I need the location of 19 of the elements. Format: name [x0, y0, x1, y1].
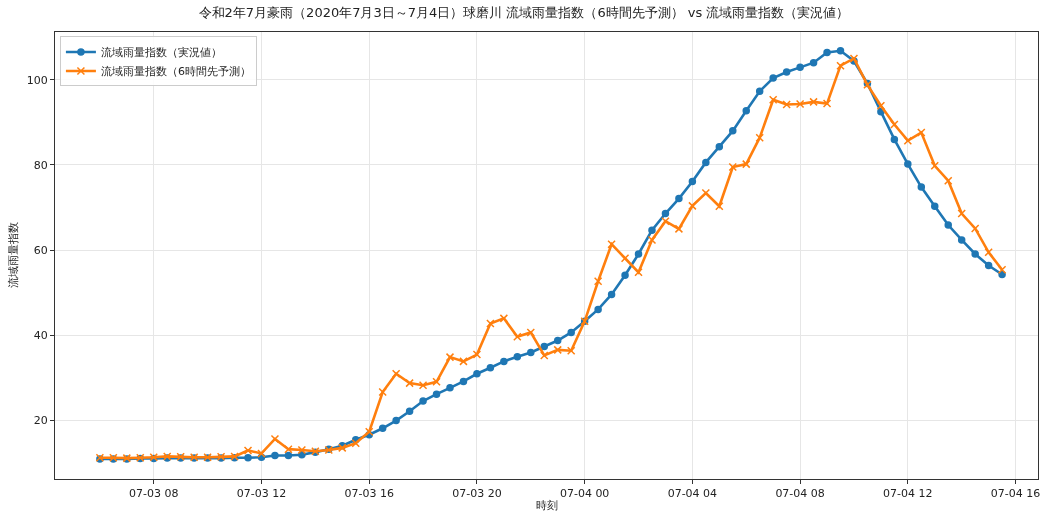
y-tick-label: 20 [33, 414, 48, 428]
x-tick-label: 07-04 16 [990, 487, 1041, 501]
x-axis-title: 時刻 [535, 499, 558, 513]
y-axis-title: 流域雨量指数 [7, 222, 21, 289]
x-tick-label: 07-03 12 [236, 487, 287, 501]
x-tick-label: 07-04 08 [775, 487, 825, 501]
x-tick-label: 07-03 20 [452, 487, 502, 501]
y-tick-label: 40 [33, 329, 48, 343]
x-tick-label: 07-03 08 [129, 487, 179, 501]
y-tick-label: 80 [33, 158, 48, 172]
x-tick-label: 07-04 04 [667, 487, 718, 501]
x-tick-label: 07-03 16 [344, 487, 394, 501]
legend-label: 流域雨量指数（実況値） [100, 46, 222, 60]
y-tick-label: 100 [26, 73, 48, 87]
x-tick-label: 07-04 00 [559, 487, 610, 501]
chart-title: 令和2年7月豪雨（2020年7月3日～7月4日）球磨川 流域雨量指数（6時間先予測） vs 流域雨量指数（実況値） [198, 4, 850, 20]
y-tick-label: 60 [33, 244, 48, 258]
x-tick-label: 07-04 12 [883, 487, 933, 501]
legend-label: 流域雨量指数（6時間先予測） [100, 65, 251, 79]
